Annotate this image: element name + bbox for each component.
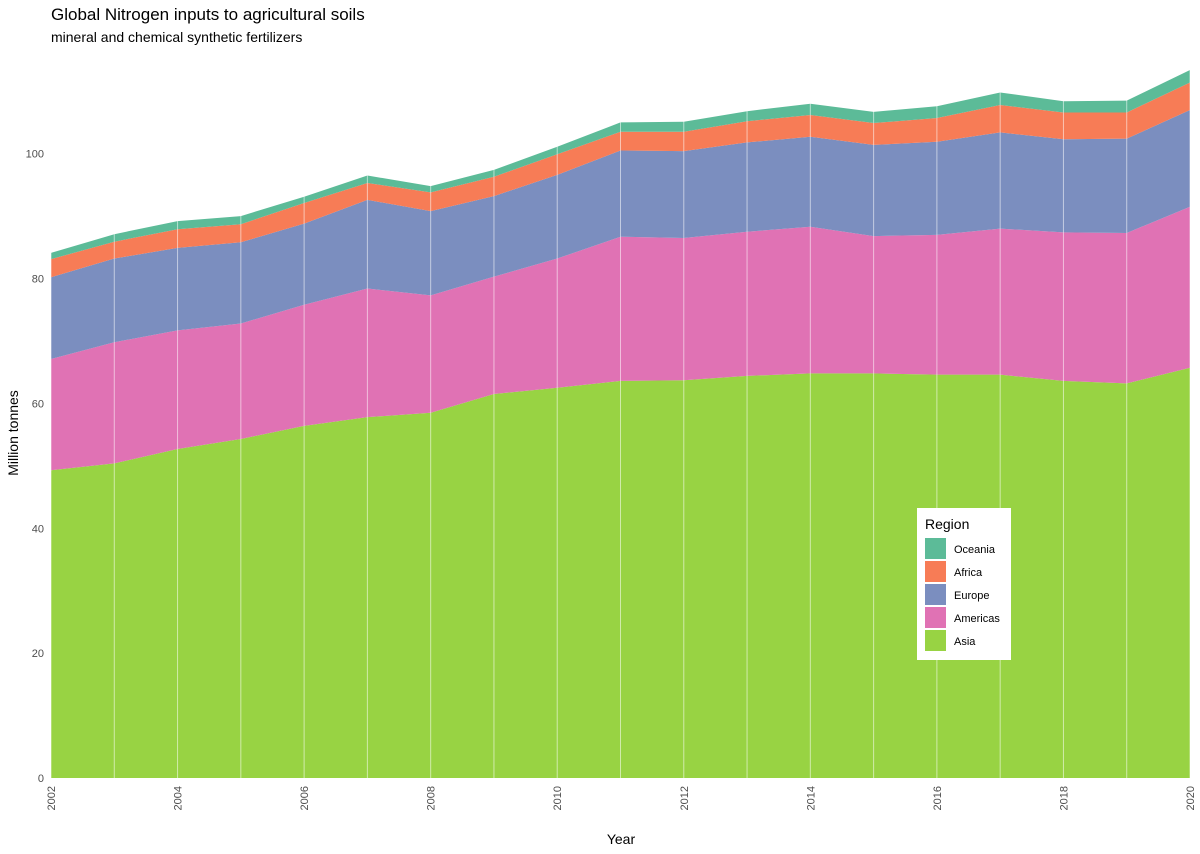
area-oceania	[51, 69, 1190, 260]
y-tick-label: 100	[26, 149, 44, 161]
y-axis-title: Million tonnes	[5, 390, 21, 476]
x-tick-label: 2008	[426, 786, 438, 810]
legend: Region Oceania Africa Europe Americas Asia	[917, 508, 1011, 660]
chart-title: Global Nitrogen inputs to agricultural s…	[51, 5, 365, 24]
x-tick-label: 2012	[679, 786, 691, 810]
y-tick-label: 0	[38, 773, 44, 785]
x-tick-label: 2010	[552, 786, 564, 810]
legend-label-africa: Africa	[954, 567, 983, 579]
y-tick-label: 20	[32, 648, 44, 660]
x-gridlines	[50, 60, 1191, 778]
legend-label-asia: Asia	[954, 636, 976, 648]
legend-label-oceania: Oceania	[954, 544, 996, 556]
x-tick-label: 2018	[1058, 786, 1070, 810]
x-tick-label: 2002	[46, 786, 58, 810]
legend-swatch-asia	[925, 630, 946, 651]
chart-subtitle: mineral and chemical synthetic fertilize…	[51, 29, 303, 45]
legend-swatch-europe	[925, 584, 946, 605]
legend-swatch-africa	[925, 561, 946, 582]
x-tick-label: 2006	[299, 786, 311, 810]
y-tick-label: 60	[32, 398, 44, 410]
x-tick-label: 2004	[173, 786, 185, 810]
x-tick-label: 2016	[932, 786, 944, 810]
y-tick-label: 40	[32, 523, 44, 535]
legend-label-europe: Europe	[954, 590, 989, 602]
x-tick-label: 2014	[805, 786, 817, 810]
y-tick-label: 80	[32, 274, 44, 286]
x-tick-label: 2020	[1185, 786, 1197, 810]
legend-swatch-americas	[925, 607, 946, 628]
legend-label-americas: Americas	[954, 613, 1000, 625]
area-africa	[51, 82, 1190, 278]
legend-title: Region	[925, 516, 969, 532]
legend-swatch-oceania	[925, 538, 946, 559]
x-axis-title: Year	[607, 831, 636, 847]
